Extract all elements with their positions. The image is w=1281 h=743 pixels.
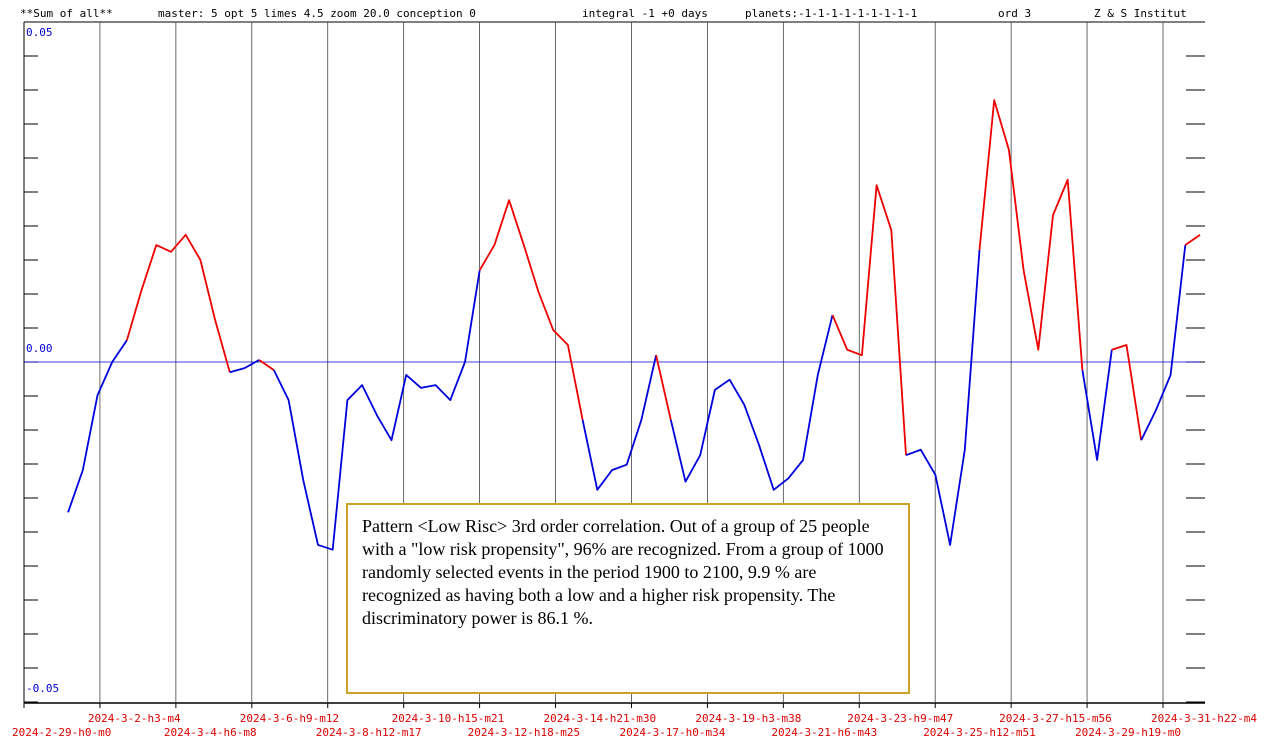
header-text: Z & S Institut — [1094, 7, 1187, 20]
data-line — [1184, 234, 1201, 246]
header-text: **Sum of all** — [20, 7, 113, 20]
x-tick-label: 2024-3-31-h22-m4 — [1151, 712, 1257, 725]
data-line — [655, 355, 672, 420]
x-tick-label: 2024-3-17-h0-m34 — [619, 726, 725, 739]
x-tick-label: 2024-3-8-h12-m17 — [316, 726, 422, 739]
x-tick-label: 2024-3-21-h6-m43 — [771, 726, 877, 739]
header-text: integral -1 +0 days — [582, 7, 708, 20]
x-tick-label: 2024-3-4-h6-m8 — [164, 726, 257, 739]
x-tick-label: 2024-3-10-h15-m21 — [392, 712, 505, 725]
y-tick-label: -0.05 — [26, 682, 59, 695]
header-text: ord 3 — [998, 7, 1031, 20]
x-tick-label: 2024-3-23-h9-m47 — [847, 712, 953, 725]
data-line — [831, 184, 907, 456]
annotation-box: Pattern <Low Risc> 3rd order correlation… — [346, 503, 910, 694]
data-line — [1081, 349, 1113, 461]
data-line — [905, 249, 981, 546]
data-line — [1111, 344, 1143, 441]
data-line — [581, 355, 657, 491]
x-tick-label: 2024-3-2-h3-m4 — [88, 712, 181, 725]
data-line — [1140, 244, 1187, 441]
data-line — [67, 339, 128, 513]
data-line — [126, 233, 231, 373]
header-text: master: 5 opt 5 limes 4.5 zoom 20.0 conc… — [158, 7, 476, 20]
data-line — [229, 359, 260, 374]
x-tick-label: 2024-3-19-h3-m38 — [695, 712, 801, 725]
y-tick-label: 0.00 — [26, 342, 53, 355]
x-tick-label: 2024-3-12-h18-m25 — [468, 726, 581, 739]
data-line — [258, 359, 275, 371]
data-line — [478, 199, 584, 420]
x-tick-label: 2024-2-29-h0-m0 — [12, 726, 111, 739]
data-line — [978, 99, 1084, 371]
x-tick-label: 2024-3-25-h12-m51 — [923, 726, 1036, 739]
x-tick-label: 2024-3-14-h21-m30 — [544, 712, 657, 725]
header-text: planets:-1-1-1-1-1-1-1-1-1 — [745, 7, 917, 20]
data-line — [669, 314, 834, 491]
x-tick-label: 2024-3-29-h19-m0 — [1075, 726, 1181, 739]
data-line — [273, 270, 481, 551]
y-tick-label: 0.05 — [26, 26, 53, 39]
x-tick-label: 2024-3-27-h15-m56 — [999, 712, 1112, 725]
x-tick-label: 2024-3-6-h9-m12 — [240, 712, 339, 725]
